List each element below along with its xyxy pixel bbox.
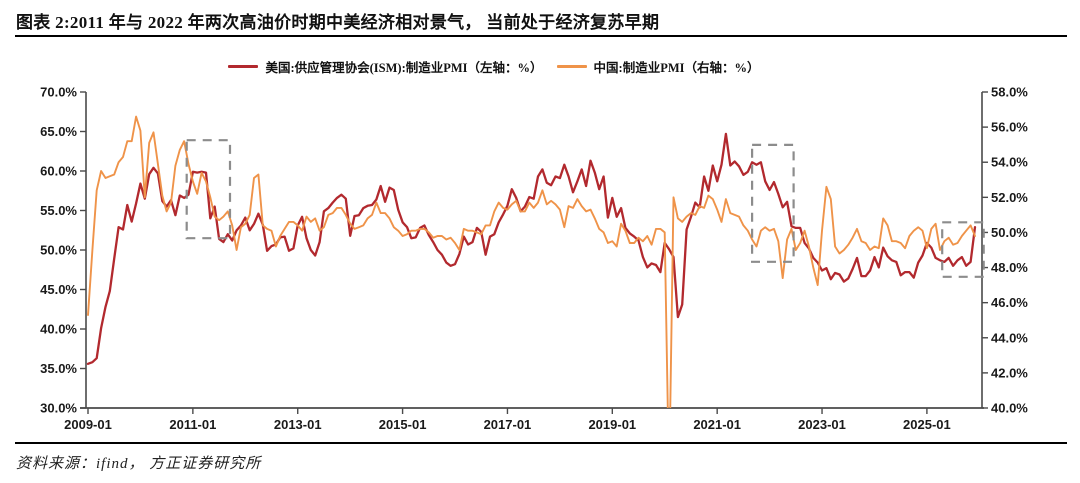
x-axis-tick-label: 2025-01: [903, 417, 951, 432]
x-axis-tick-label: 2019-01: [588, 417, 636, 432]
legend-item-china: 中国:制造业PMI（右轴：%）: [556, 57, 760, 76]
right-axis-tick-label: 44.0%: [991, 330, 1028, 345]
left-axis-tick-label: 30.0%: [40, 401, 77, 416]
x-axis-tick-label: 2011-01: [169, 417, 216, 432]
right-axis-tick-label: 52.0%: [991, 190, 1028, 205]
highlight-box-current: [941, 221, 985, 278]
right-axis-tick-label: 48.0%: [991, 260, 1028, 275]
footer-rule: [15, 442, 1067, 444]
left-axis-tick-label: 50.0%: [40, 243, 77, 258]
right-axis-tick-label: 58.0%: [991, 85, 1028, 100]
right-axis-tick-label: 40.0%: [991, 401, 1028, 416]
right-axis-tick-label: 56.0%: [991, 120, 1028, 135]
x-axis-tick-label: 2023-01: [798, 417, 846, 432]
left-axis-tick-label: 65.0%: [40, 124, 77, 139]
left-axis-tick-label: 70.0%: [40, 85, 77, 100]
left-axis-tick-label: 45.0%: [40, 282, 77, 297]
left-axis-tick-label: 60.0%: [40, 164, 77, 179]
source-note: 资料来源：ifind， 方正证券研究所: [16, 456, 262, 472]
right-axis-tick-label: 50.0%: [991, 225, 1028, 240]
x-axis-tick-label: 2017-01: [484, 417, 532, 432]
right-axis-tick-label: 54.0%: [991, 155, 1028, 170]
right-axis-tick-label: 46.0%: [991, 295, 1028, 310]
x-axis-tick-label: 2015-01: [379, 417, 427, 432]
figure-title: 图表 2:2011 年与 2022 年两次高油价时期中美经济相对景气， 当前处于…: [16, 13, 660, 32]
us-ism-pmi-line: [86, 132, 977, 365]
right-axis-tick-label: 42.0%: [991, 365, 1028, 380]
x-axis-tick-label: 2021-01: [693, 417, 741, 432]
legend-label-us: 美国:供应管理协会(ISM):制造业PMI（左轴：%）: [265, 61, 543, 75]
china-pmi-line: [87, 115, 976, 408]
x-axis-tick-label: 2013-01: [274, 417, 322, 432]
title-rule: [15, 35, 1067, 37]
left-axis-tick-label: 40.0%: [40, 322, 77, 337]
legend-item-us: 美国:供应管理协会(ISM):制造业PMI（左轴：%）: [228, 57, 543, 76]
highlight-box-2022: [750, 143, 795, 263]
china-line-swatch: [556, 65, 587, 68]
legend-label-china: 中国:制造业PMI（右轴：%）: [593, 61, 760, 75]
left-axis-tick-label: 55.0%: [40, 203, 77, 218]
highlight-box-2011: [185, 139, 232, 240]
x-axis-tick-label: 2009-01: [64, 417, 112, 432]
us-line-swatch: [228, 65, 259, 68]
chart-legend: 美国:供应管理协会(ISM):制造业PMI（左轴：%） 中国:制造业PMI（右轴…: [0, 57, 1034, 76]
left-axis-tick-label: 35.0%: [40, 361, 77, 376]
